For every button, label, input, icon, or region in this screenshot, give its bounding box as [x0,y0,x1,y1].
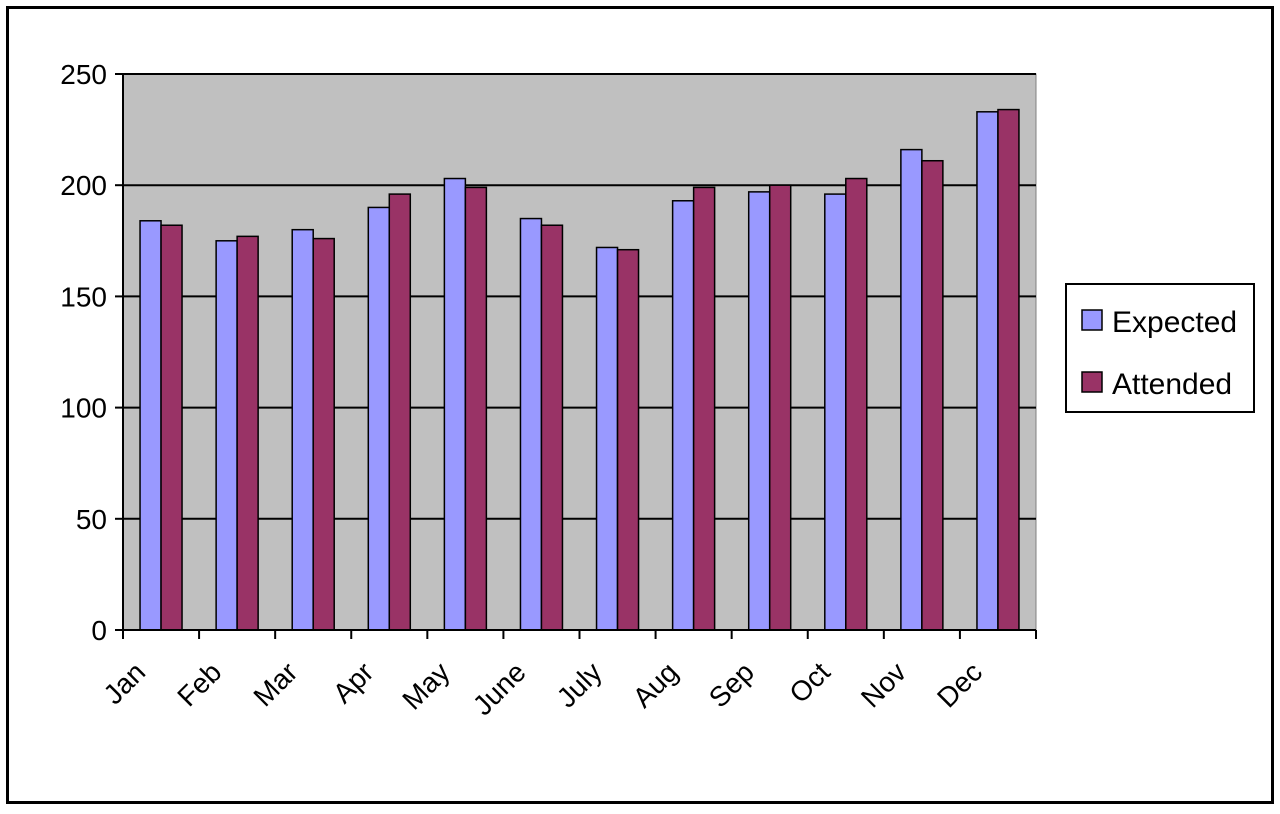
x-tick-label: May [396,656,455,715]
bar-attended-jan [160,224,183,631]
bar-attended-sep [768,184,792,631]
bar-expected-dec [976,111,999,631]
x-tick-label: Mar [247,656,303,712]
x-tick-label: Dec [931,656,988,713]
y-tick-label: 50 [76,504,107,535]
bar-attended-oct [845,177,868,631]
bar-expected-nov [900,148,923,631]
bar-expected-may [443,177,467,631]
x-ticks: Jan Feb Mar Apr May June July Aug Sep Oct Nov Dec [97,630,1037,721]
legend-label-expected: Expected [1112,306,1237,339]
legend-swatch-attended [1081,371,1103,393]
y-tick-label: 250 [60,59,107,90]
bar-attended-mar [312,237,335,631]
bar-attended-aug [692,186,716,631]
bar-expected-apr [367,206,391,631]
y-tick-label: 150 [60,281,107,312]
x-tick-label: Jan [97,656,151,710]
bar-attended-july [616,248,640,631]
legend-swatch-expected [1081,309,1103,331]
plot-area [122,73,1037,631]
bar-attended-nov [921,159,944,631]
bar-attended-apr [388,193,412,631]
x-tick-label: Aug [627,656,684,713]
bar-attended-may [464,186,488,631]
bar-expected-july [595,246,619,631]
y-tick-label: 100 [60,393,107,424]
bar-attended-dec [997,108,1020,631]
gridlines [123,73,1036,520]
bar-attended-june [540,224,564,631]
y-ticks: 0 50 100 150 200 250 [60,59,123,646]
bar-expected-mar [291,228,314,631]
legend: Expected Attended [1065,283,1255,413]
bar-expected-oct [824,193,847,631]
x-tick-label: Feb [171,656,227,712]
x-tick-label: Sep [703,656,760,713]
x-tick-label: Oct [783,656,836,709]
y-tick-label: 200 [60,170,107,201]
bar-expected-feb [215,240,238,631]
x-tick-label: July [551,656,608,713]
x-tick-label: June [467,656,532,721]
bar-expected-aug [671,200,695,631]
bar-expected-june [519,217,543,631]
legend-label-attended: Attended [1112,368,1232,401]
bars [139,108,1020,631]
x-tick-label: Apr [327,656,380,709]
x-tick-label: Nov [855,656,912,713]
bar-attended-feb [236,235,259,631]
bar-expected-sep [747,191,771,631]
y-tick-label: 0 [91,615,107,646]
bar-expected-jan [139,220,162,631]
